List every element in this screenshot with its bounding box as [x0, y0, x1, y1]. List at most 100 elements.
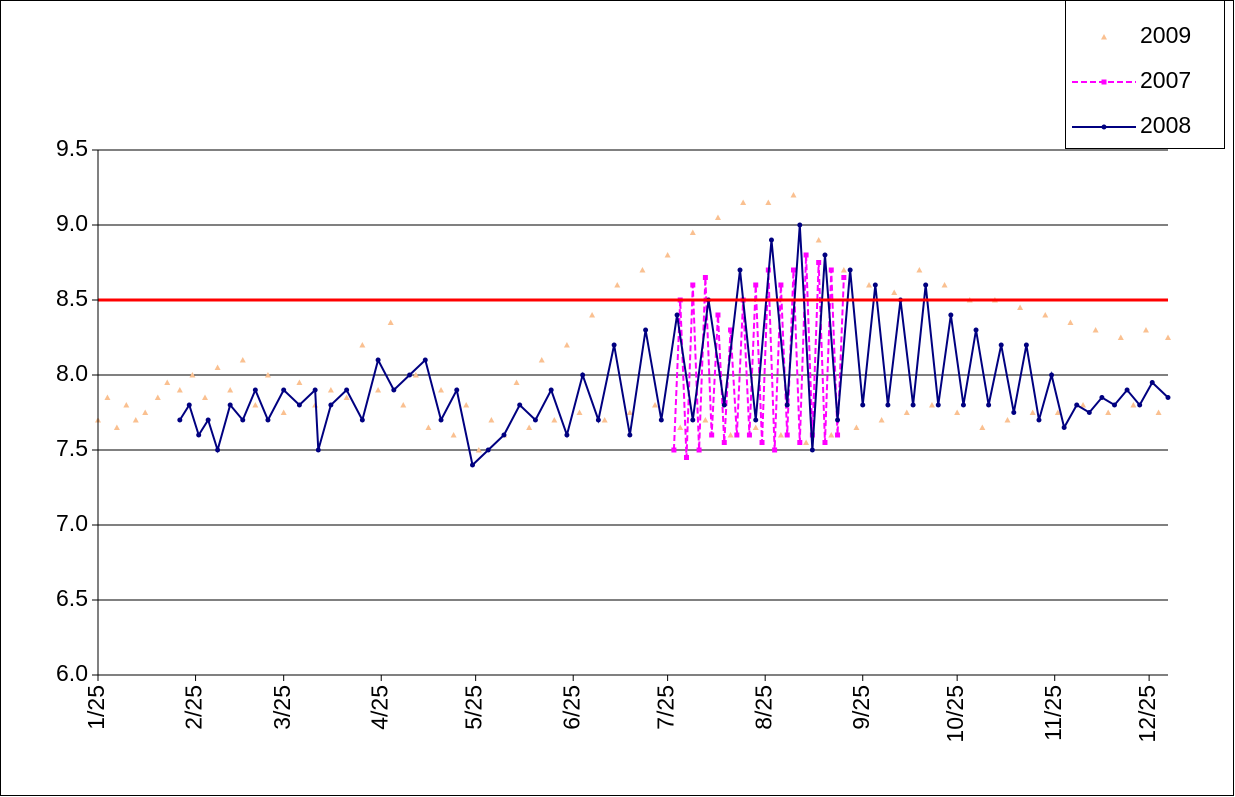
point	[454, 387, 460, 393]
point	[777, 432, 784, 438]
point	[816, 260, 822, 265]
point	[327, 387, 334, 393]
point	[790, 192, 797, 198]
point	[1067, 319, 1074, 325]
point	[1092, 327, 1099, 333]
legend-item: 2008	[1072, 112, 1191, 138]
point	[721, 402, 727, 408]
point	[186, 402, 192, 408]
point	[614, 282, 621, 288]
point	[903, 409, 910, 415]
legend-item: 2009	[1101, 22, 1191, 48]
point	[104, 394, 111, 400]
point	[891, 289, 898, 295]
y-tick-label: 6.0	[56, 660, 88, 686]
point	[1099, 395, 1105, 400]
legend: 2009 2007 2008	[1065, 0, 1225, 149]
point	[176, 387, 183, 393]
y-tick-label: 6.5	[56, 585, 88, 611]
point	[375, 387, 382, 393]
point	[1017, 304, 1024, 310]
point	[1137, 402, 1143, 408]
point	[240, 417, 246, 423]
point	[1042, 312, 1049, 318]
point	[589, 312, 596, 318]
point	[878, 417, 885, 423]
point	[885, 402, 891, 408]
point	[973, 327, 979, 333]
point	[772, 447, 778, 453]
point	[960, 402, 966, 408]
point	[343, 394, 350, 400]
point	[734, 432, 740, 438]
point	[375, 357, 381, 363]
point	[702, 417, 709, 423]
point	[538, 357, 545, 363]
legend-marker	[1101, 34, 1107, 40]
legend-label: 2008	[1140, 112, 1191, 138]
point	[664, 252, 671, 258]
point	[948, 312, 954, 318]
point	[797, 440, 803, 445]
x-tick-label: 11/25	[1040, 685, 1066, 741]
point	[689, 229, 696, 235]
point	[954, 409, 961, 415]
point	[910, 402, 916, 408]
point	[463, 402, 470, 408]
x-tick-label: 5/25	[461, 685, 487, 730]
point	[123, 402, 130, 408]
point	[941, 282, 948, 288]
point	[715, 312, 721, 318]
point	[564, 432, 570, 438]
point	[684, 455, 689, 460]
point	[1080, 402, 1087, 408]
legend-marker	[1101, 79, 1107, 85]
point	[214, 364, 221, 370]
point	[296, 379, 303, 385]
point	[470, 462, 475, 468]
x-tick-label: 8/25	[750, 685, 776, 730]
point	[674, 312, 680, 318]
point	[866, 282, 873, 288]
point	[828, 432, 835, 438]
axes: 6.0 6.5 7.0 7.5 8.0 8.5 9.0 9.5 1/25 2/25 3/25 4/25…	[56, 135, 1168, 743]
series-line	[672, 254, 845, 458]
point	[1054, 409, 1061, 415]
point	[551, 417, 558, 423]
point	[215, 447, 221, 453]
point	[227, 402, 233, 408]
y-tick-label: 9.5	[56, 135, 88, 161]
point	[359, 417, 365, 423]
point	[391, 387, 397, 393]
point	[797, 222, 803, 228]
point	[671, 447, 677, 453]
point	[1149, 380, 1155, 385]
point	[611, 342, 617, 348]
y-tick-label: 8.5	[56, 285, 88, 311]
point	[501, 432, 507, 438]
point	[113, 424, 120, 430]
point	[280, 409, 287, 415]
point	[728, 327, 734, 333]
point	[690, 282, 696, 288]
point	[205, 417, 211, 423]
point	[488, 417, 495, 423]
x-tick-label: 6/25	[558, 685, 584, 730]
point	[916, 267, 923, 273]
point	[778, 282, 784, 288]
point	[759, 440, 765, 445]
point	[196, 432, 202, 438]
point	[923, 282, 929, 288]
point	[840, 267, 847, 273]
point	[835, 432, 841, 438]
point	[928, 402, 935, 408]
series	[95, 192, 1171, 453]
point	[485, 447, 491, 453]
point	[438, 387, 445, 393]
point	[1023, 342, 1029, 348]
point	[753, 282, 759, 288]
y-tick-label: 7.0	[56, 510, 88, 536]
point	[835, 417, 841, 423]
plot	[95, 192, 1171, 468]
